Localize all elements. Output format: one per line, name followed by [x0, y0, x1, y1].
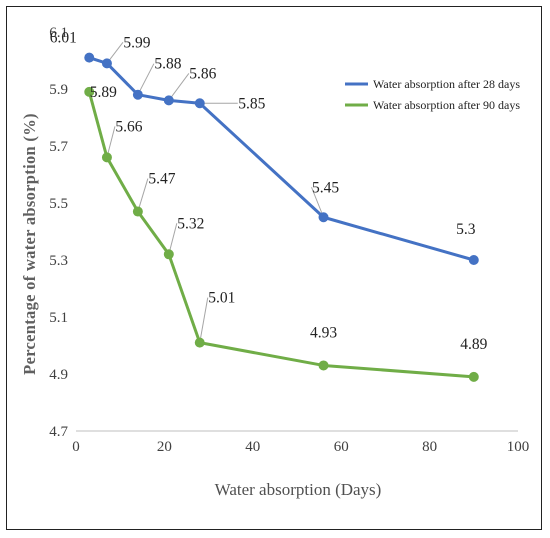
y-tick-label: 4.9	[49, 367, 68, 383]
data-point	[318, 360, 329, 371]
label-leader-line	[137, 178, 149, 212]
x-axis-title: Water absorption (Days)	[215, 480, 382, 499]
data-label: 6.01	[50, 30, 77, 47]
data-point	[163, 249, 174, 260]
label-leader-line	[199, 297, 209, 343]
x-tick-labels: 0 20 40 60 80 100	[72, 439, 529, 455]
data-label: 4.93	[310, 324, 337, 341]
label-leader-line	[168, 73, 190, 101]
x-tick-label: 0	[72, 439, 80, 455]
label-leader-line	[311, 187, 324, 218]
series-line-1	[87, 91, 474, 379]
data-point	[101, 58, 112, 69]
data-label: 5.3	[456, 221, 476, 238]
data-label: 5.47	[148, 171, 175, 188]
label-leader-line	[137, 63, 155, 95]
data-point	[318, 212, 329, 223]
x-tick-label: 100	[507, 439, 530, 455]
data-point	[194, 98, 205, 109]
data-point	[468, 371, 479, 382]
data-label: 5.89	[90, 84, 117, 101]
data-label: 5.86	[189, 65, 216, 82]
legend-label-28-days: Water absorption after 28 days	[373, 77, 520, 91]
x-tick-label: 20	[157, 439, 172, 455]
y-tick-label: 5.3	[49, 253, 68, 269]
chart-frame: 4.7 4.9 5.1 5.3 5.5 5.7 5.9 6.1 0 20 40 60 80 100 6.…	[6, 6, 542, 530]
data-label: 5.45	[312, 179, 339, 196]
y-tick-label: 5.1	[49, 310, 68, 326]
data-label: 5.01	[208, 290, 235, 307]
data-label: 4.89	[460, 336, 487, 353]
legend: Water absorption after 28 days Water abs…	[345, 77, 520, 112]
data-point	[163, 95, 174, 106]
data-point	[468, 255, 479, 265]
y-tick-label: 5.9	[49, 82, 68, 98]
legend-label-90-days: Water absorption after 90 days	[373, 98, 520, 112]
data-point	[194, 337, 205, 348]
data-label: 5.32	[177, 215, 204, 232]
y-tick-label: 6.1	[49, 25, 68, 41]
label-leader-lines	[106, 42, 324, 343]
y-axis-title: Percentage of water absorption (%)	[20, 113, 39, 375]
y-tick-labels: 4.7 4.9 5.1 5.3 5.5 5.7 5.9 6.1	[49, 25, 68, 440]
series-points	[84, 52, 479, 382]
data-label: 5.88	[154, 56, 181, 73]
label-leader-line	[106, 126, 116, 158]
data-labels: 6.01 5.995.88 5.86 5.85 5.45 5.3 5.89 5.66 5.47 5…	[50, 30, 488, 353]
y-tick-label: 5.5	[49, 196, 68, 212]
data-point	[101, 152, 112, 163]
data-point	[84, 52, 95, 63]
x-tick-label: 60	[334, 439, 349, 455]
data-label: 5.99	[123, 34, 150, 51]
line-chart: 4.7 4.9 5.1 5.3 5.5 5.7 5.9 6.1 0 20 40 60 80 100 6.…	[20, 25, 529, 499]
y-tick-label: 5.7	[49, 139, 68, 155]
data-point	[132, 206, 143, 217]
data-point	[84, 86, 95, 97]
data-point	[132, 89, 143, 100]
x-tick-label: 80	[422, 439, 437, 455]
x-tick-label: 40	[245, 439, 260, 455]
y-tick-label: 4.7	[49, 424, 68, 440]
data-label: 5.85	[238, 95, 265, 112]
label-leader-line	[168, 223, 178, 255]
data-label: 5.66	[115, 118, 142, 135]
